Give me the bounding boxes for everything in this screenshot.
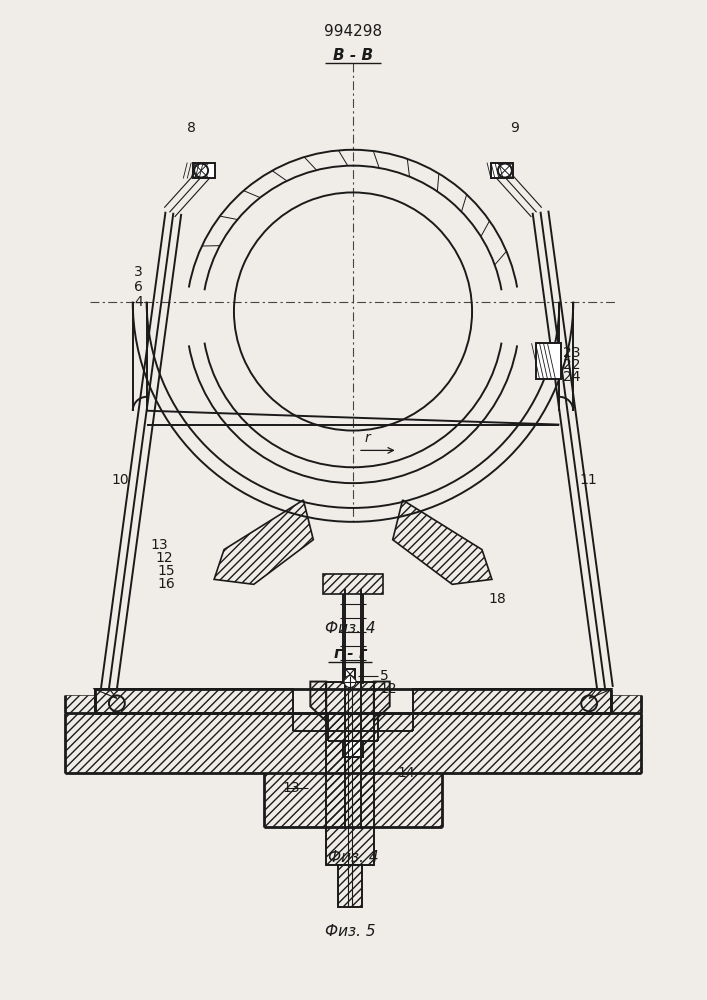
- Text: 6: 6: [134, 280, 143, 294]
- Text: Физ. 4: Физ. 4: [325, 621, 375, 636]
- Text: 994298: 994298: [324, 24, 382, 39]
- Text: 12: 12: [156, 551, 173, 565]
- Text: г - г: г - г: [334, 646, 366, 661]
- Text: 9: 9: [510, 121, 519, 135]
- Text: 22: 22: [563, 358, 580, 372]
- Text: 23: 23: [563, 346, 580, 360]
- Text: 4: 4: [134, 295, 143, 309]
- Text: r: r: [365, 431, 370, 445]
- Circle shape: [344, 676, 356, 688]
- Text: 15: 15: [158, 564, 175, 578]
- Text: 8: 8: [187, 121, 196, 135]
- Polygon shape: [343, 741, 363, 757]
- Text: 18: 18: [488, 592, 506, 606]
- Polygon shape: [193, 163, 215, 178]
- Text: 3: 3: [134, 265, 143, 279]
- Text: Физ. 5: Физ. 5: [325, 924, 375, 939]
- Text: 12: 12: [380, 682, 397, 696]
- Text: 14: 14: [397, 766, 415, 780]
- Text: 16: 16: [158, 577, 175, 591]
- Text: 24: 24: [563, 370, 580, 384]
- Text: 11: 11: [579, 473, 597, 487]
- Polygon shape: [345, 669, 355, 680]
- Polygon shape: [536, 343, 561, 379]
- Text: Физ. 4: Физ. 4: [327, 850, 378, 865]
- Text: 5: 5: [380, 669, 389, 683]
- Text: 13: 13: [151, 538, 168, 552]
- Text: B - B: B - B: [333, 48, 373, 63]
- Polygon shape: [491, 163, 513, 178]
- Text: 10: 10: [111, 473, 129, 487]
- Text: 13: 13: [283, 781, 300, 795]
